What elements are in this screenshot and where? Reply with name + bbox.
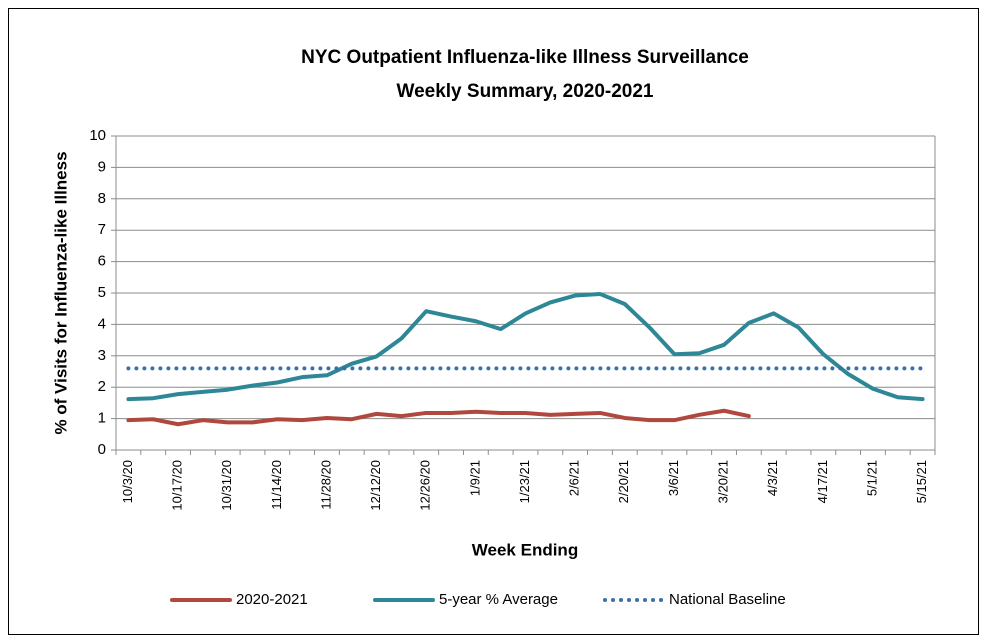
y-tick-label: 6 (98, 253, 106, 270)
chart-title: NYC Outpatient Influenza-like Illness Su… (301, 47, 749, 68)
x-tick-label: 5/1/21 (864, 460, 879, 496)
y-tick-label: 9 (98, 158, 106, 175)
y-tick-label: 7 (98, 221, 106, 238)
x-tick-label: 10/17/20 (169, 460, 184, 511)
x-tick-label: 2/6/21 (567, 460, 582, 496)
y-tick-label: 3 (98, 347, 106, 364)
y-tick-label: 8 (98, 190, 106, 207)
x-tick-label: 4/17/21 (815, 460, 830, 503)
y-axis-title: % of Visits for Influenza-like Illness (51, 151, 70, 434)
x-tick-label: 5/15/21 (914, 460, 929, 503)
x-tick-label: 10/3/20 (120, 460, 135, 503)
x-axis-title: Week Ending (472, 540, 578, 559)
y-tick-label: 0 (98, 441, 106, 458)
y-tick-label: 2 (98, 378, 106, 395)
x-tick-label: 12/12/20 (368, 460, 383, 511)
legend-label: 2020-2021 (236, 591, 308, 608)
x-tick-label: 3/6/21 (666, 460, 681, 496)
x-tick-label: 4/3/21 (765, 460, 780, 496)
x-tick-label: 10/31/20 (219, 460, 234, 511)
y-tick-label: 1 (98, 410, 106, 427)
x-tick-label: 1/9/21 (467, 460, 482, 496)
x-tick-label: 3/20/21 (715, 460, 730, 503)
x-tick-label: 11/28/20 (318, 460, 333, 510)
x-tick-label: 11/14/20 (269, 460, 284, 510)
y-tick-label: 4 (98, 315, 106, 332)
legend-label: 5-year % Average (439, 591, 558, 608)
x-tick-label: 12/26/20 (418, 460, 433, 511)
series-line (126, 408, 751, 427)
series-line (126, 291, 925, 402)
y-tick-label: 10 (89, 127, 106, 144)
x-tick-label: 1/23/21 (517, 460, 532, 503)
legend-label: National Baseline (669, 591, 786, 608)
chart-subtitle: Weekly Summary, 2020-2021 (396, 81, 653, 102)
x-tick-label: 2/20/21 (616, 460, 631, 503)
chart-frame (8, 8, 979, 635)
y-tick-label: 5 (98, 284, 106, 301)
